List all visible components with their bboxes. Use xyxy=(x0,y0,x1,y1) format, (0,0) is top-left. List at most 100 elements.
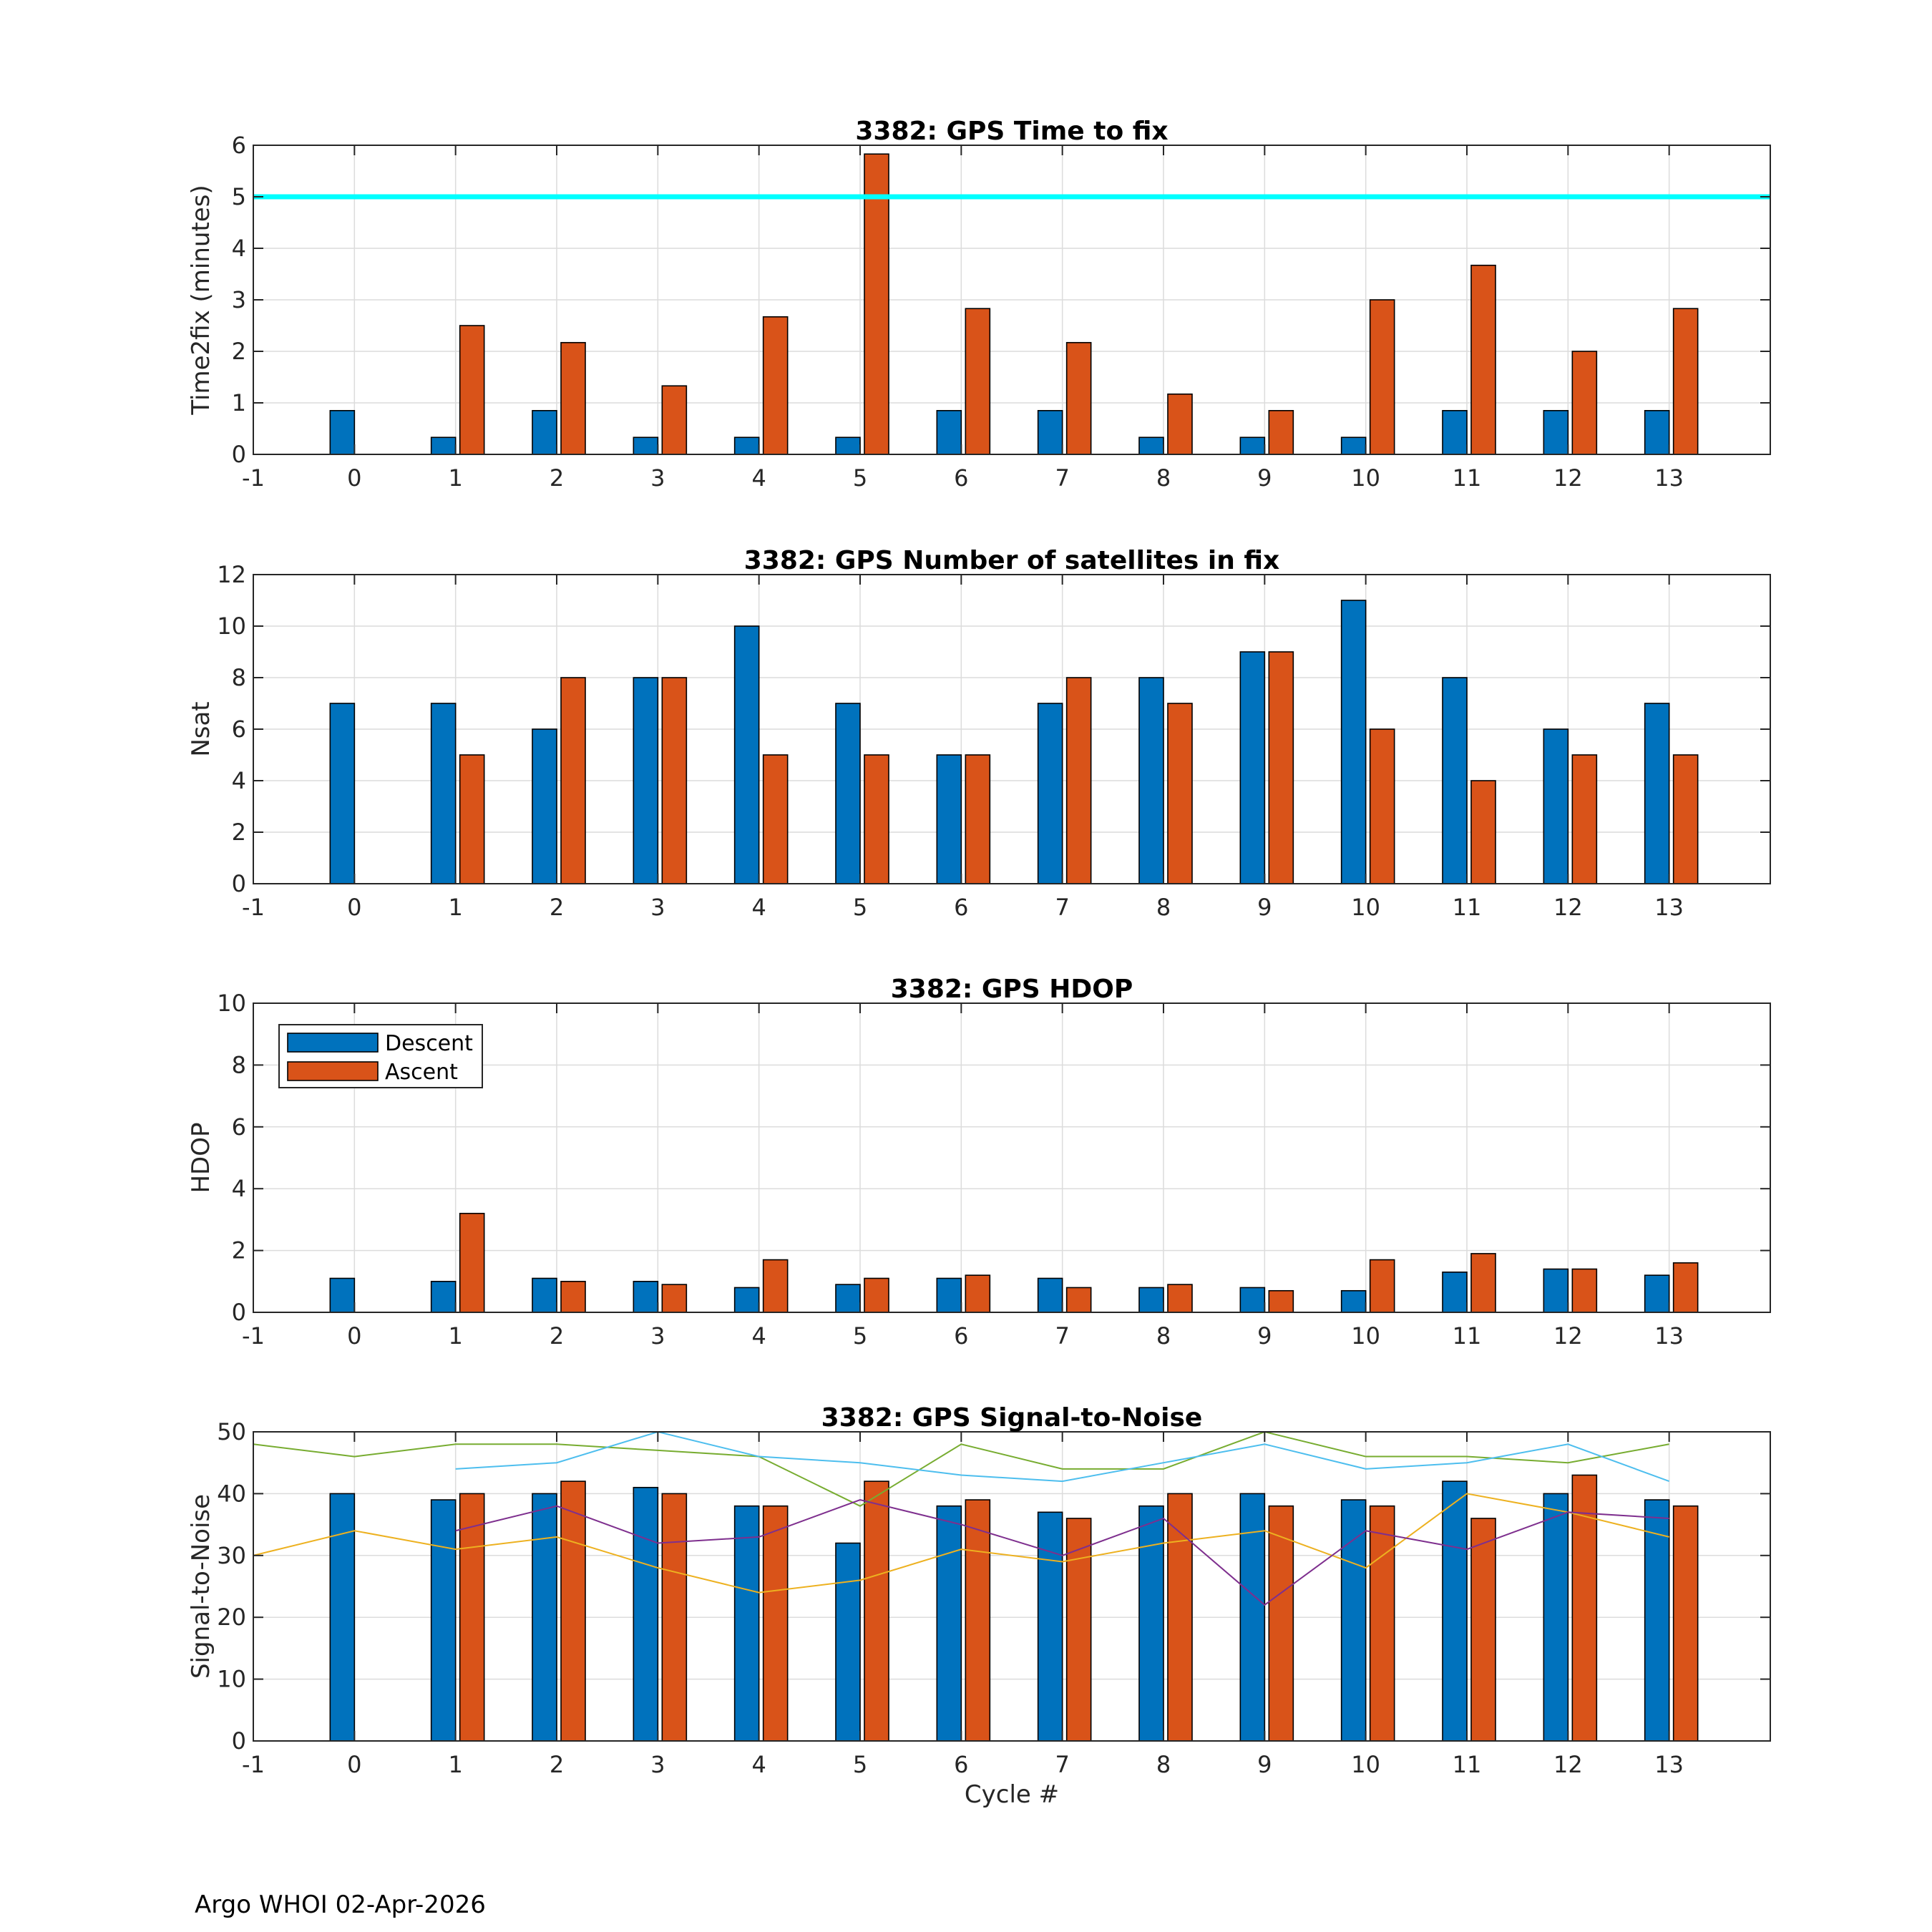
tick-label-x: 1 xyxy=(448,1322,462,1350)
bar-ascent xyxy=(560,1480,586,1742)
bar-ascent xyxy=(1369,1259,1395,1313)
bar-ascent xyxy=(864,1277,889,1313)
bars xyxy=(329,600,1699,884)
bar-descent xyxy=(1138,1287,1164,1313)
tick-label-y: 4 xyxy=(232,1175,246,1202)
bar-ascent xyxy=(1167,393,1193,455)
tick-label-x: 10 xyxy=(1351,1751,1380,1778)
bar-descent xyxy=(1543,728,1569,884)
legend-swatch-descent xyxy=(287,1033,379,1053)
tick-label-y: 6 xyxy=(232,716,246,743)
bar-ascent xyxy=(864,754,889,884)
bar-ascent xyxy=(1369,728,1395,884)
y-axis-label: Nsat xyxy=(187,701,215,756)
bar-ascent xyxy=(864,1480,889,1742)
axes-frame xyxy=(253,1002,1771,1313)
bar-ascent xyxy=(1065,341,1092,455)
bar-ascent xyxy=(1470,264,1496,455)
tick-label-y: 2 xyxy=(232,819,246,846)
bar-ascent xyxy=(1470,1518,1496,1742)
bar-ascent xyxy=(661,677,688,884)
bar-ascent xyxy=(1065,1518,1092,1742)
bar-descent xyxy=(1340,1289,1367,1313)
tick-label-x: 10 xyxy=(1351,1322,1380,1350)
bar-descent xyxy=(1037,703,1063,884)
bar-descent xyxy=(430,1499,457,1742)
bar-descent xyxy=(329,703,356,884)
bar-descent xyxy=(532,728,557,884)
bar-ascent xyxy=(1470,1253,1496,1313)
chart-title: 3382: GPS HDOP xyxy=(891,975,1133,1004)
tick-label-y: 6 xyxy=(232,1113,246,1141)
bar-descent xyxy=(329,1277,356,1313)
bar-ascent xyxy=(762,754,789,884)
tick-label-x: 12 xyxy=(1553,1751,1583,1778)
tick-label-y: 0 xyxy=(232,1727,246,1755)
tick-label-x: 9 xyxy=(1257,1322,1272,1350)
bar-descent xyxy=(1543,1268,1569,1313)
bar-ascent xyxy=(1065,677,1092,884)
bar-descent xyxy=(733,1287,760,1313)
bars xyxy=(329,1212,1699,1313)
bar-descent xyxy=(329,409,356,455)
tick-label-x: 7 xyxy=(1055,894,1069,921)
plot-area xyxy=(253,1432,1770,1741)
bar-descent xyxy=(633,436,659,455)
bar-ascent xyxy=(1268,651,1294,884)
tick-label-x: 8 xyxy=(1156,894,1171,921)
tick-label-x: -1 xyxy=(242,1322,265,1350)
tick-label-x: 11 xyxy=(1453,1751,1482,1778)
bar-ascent xyxy=(1571,754,1598,884)
tick-label-y: 2 xyxy=(232,1237,246,1264)
bar-descent xyxy=(835,1284,861,1313)
bar-ascent xyxy=(459,754,485,884)
bar-descent xyxy=(1442,677,1468,884)
bar-ascent xyxy=(1571,1268,1598,1313)
tick-label-y: 40 xyxy=(217,1480,246,1507)
tick-label-y: 4 xyxy=(232,767,246,794)
tick-label-x: 12 xyxy=(1553,1322,1583,1350)
tick-label-y: 8 xyxy=(232,664,246,691)
bar-descent xyxy=(1239,1287,1266,1313)
tick-label-y: 1 xyxy=(232,389,246,416)
bar-descent xyxy=(430,703,457,884)
tick-label-y: 50 xyxy=(217,1418,246,1445)
bar-descent xyxy=(633,1486,659,1742)
tick-label-x: 2 xyxy=(550,1751,564,1778)
tick-label-x: 2 xyxy=(550,1322,564,1350)
tick-label-x: 3 xyxy=(650,464,665,492)
y-axis-label: Time2fix (minutes) xyxy=(187,185,215,415)
tick-label-x: 3 xyxy=(650,1322,665,1350)
tick-label-x: 13 xyxy=(1654,464,1684,492)
plot-area xyxy=(253,1003,1770,1312)
bar-descent xyxy=(1037,1277,1063,1313)
legend-label-ascent: Ascent xyxy=(385,1060,458,1085)
tick-label-x: 7 xyxy=(1055,1322,1069,1350)
tick-label-y: 10 xyxy=(217,613,246,640)
bar-descent xyxy=(1340,436,1367,455)
bar-ascent xyxy=(1672,308,1699,455)
bar-descent xyxy=(1239,436,1266,455)
tick-label-x: 1 xyxy=(448,464,462,492)
bars xyxy=(329,153,1699,455)
bar-descent xyxy=(1442,409,1468,455)
bar-descent xyxy=(936,1277,962,1313)
tick-label-x: 6 xyxy=(954,894,968,921)
bar-descent xyxy=(1442,1272,1468,1313)
bar-descent xyxy=(733,436,760,455)
legend: Descent Ascent xyxy=(278,1024,483,1088)
bar-ascent xyxy=(965,1499,991,1742)
bar-descent xyxy=(1037,409,1063,455)
series-line-purple xyxy=(455,1498,1669,1606)
bar-descent xyxy=(329,1493,356,1742)
bar-descent xyxy=(936,1505,962,1742)
bar-ascent xyxy=(1065,1287,1092,1313)
tick-label-x: 3 xyxy=(650,1751,665,1778)
bar-descent xyxy=(1442,1480,1468,1742)
bar-descent xyxy=(1543,1493,1569,1742)
bar-ascent xyxy=(965,1274,991,1313)
tick-label-x: 11 xyxy=(1453,464,1482,492)
